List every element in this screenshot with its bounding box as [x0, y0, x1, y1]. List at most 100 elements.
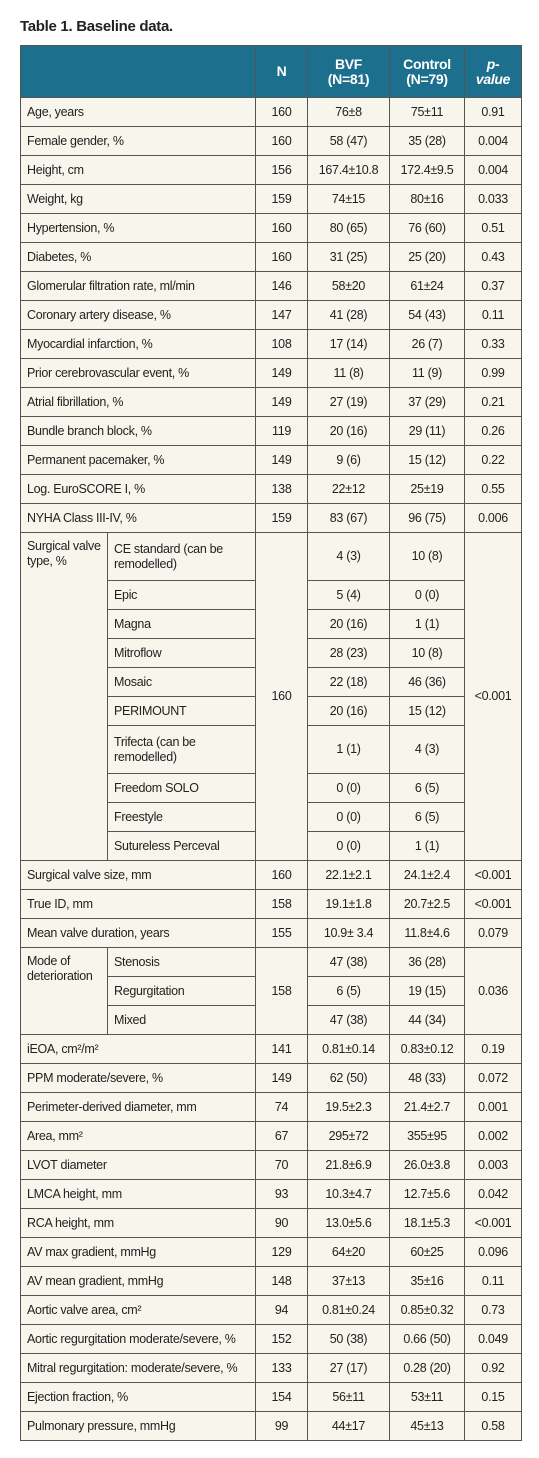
table-cell: 24.1±2.4	[389, 860, 465, 890]
table-cell: Bundle branch block, %	[20, 416, 256, 446]
table-cell: 0.042	[464, 1179, 522, 1209]
table-cell: 58±20	[307, 271, 390, 301]
table-cell: Prior cerebrovascular event, %	[20, 358, 256, 388]
table-row: Freestyle 0 (0) 6 (5)	[21, 802, 522, 832]
table-cell: 74	[255, 1092, 308, 1122]
table-row: Hypertension, % 160 80 (65) 76 (60) 0.51	[20, 213, 522, 243]
table-cell: Area, mm²	[20, 1121, 256, 1151]
table-cell: Regurgitation	[107, 976, 256, 1006]
table-cell: 56±11	[307, 1382, 390, 1412]
table-cell: 21.8±6.9	[307, 1150, 390, 1180]
table-cell: 0.22	[464, 445, 522, 475]
table-body: Age, years 160 76±8 75±11 0.91 Female gender,…	[20, 97, 522, 1441]
table-cell: 44±17	[307, 1411, 390, 1441]
table-cell: 0.079	[464, 918, 522, 948]
table-row: LMCA height, mm 93 10.3±4.7 12.7±5.6 0.042	[20, 1179, 522, 1209]
table-cell: 0.11	[464, 1266, 522, 1296]
table-row: Prior cerebrovascular event, % 149 11 (8) 1…	[20, 358, 522, 388]
table-cell: 60±25	[389, 1237, 465, 1267]
table-cell: 41 (28)	[307, 300, 390, 330]
table-cell: 154	[255, 1382, 308, 1412]
table-row: Surgical valve type, % CE standard (can b…	[20, 532, 522, 861]
table-cell: 0.85±0.32	[389, 1295, 465, 1325]
table-cell: 4 (3)	[307, 532, 390, 581]
table-cell: 0.99	[464, 358, 522, 388]
table-cell: 53±11	[389, 1382, 465, 1412]
table-row: Age, years 160 76±8 75±11 0.91	[20, 97, 522, 127]
table-cell: Myocardial infarction, %	[20, 329, 256, 359]
table-cell: AV max gradient, mmHg	[20, 1237, 256, 1267]
table-cell: 159	[255, 503, 308, 533]
table-cell: 37±13	[307, 1266, 390, 1296]
table-cell: 4 (3)	[389, 725, 465, 774]
table-row: Magna 20 (16) 1 (1)	[21, 609, 522, 639]
table-cell: 47 (38)	[307, 947, 390, 977]
table-cell: 0.26	[464, 416, 522, 446]
table-cell: 0.81±0.24	[307, 1295, 390, 1325]
table-cell: 160	[255, 242, 308, 272]
table-cell: 0.033	[464, 184, 522, 214]
table-cell: 0 (0)	[307, 802, 390, 832]
table-cell: LVOT diameter	[20, 1150, 256, 1180]
table-cell: 0.004	[464, 126, 522, 156]
table-cell: Atrial fibrillation, %	[20, 387, 256, 417]
table-cell: 159	[255, 184, 308, 214]
table-cell: Mean valve duration, years	[20, 918, 256, 948]
table-cell: 0.37	[464, 271, 522, 301]
table-cell: 149	[255, 445, 308, 475]
table-cell: 36 (28)	[389, 947, 465, 977]
table-cell: 10.3±4.7	[307, 1179, 390, 1209]
table-row: Atrial fibrillation, % 149 27 (19) 37 (29) 0…	[20, 387, 522, 417]
table-cell: 11 (9)	[389, 358, 465, 388]
table-cell: 64±20	[307, 1237, 390, 1267]
table-cell: 22±12	[307, 474, 390, 504]
table-cell: 75±11	[389, 97, 465, 127]
table-cell: 0.58	[464, 1411, 522, 1441]
table-cell: 94	[255, 1295, 308, 1325]
table-cell: 20 (16)	[307, 416, 390, 446]
table-cell: 80±16	[389, 184, 465, 214]
table-cell: 9 (6)	[307, 445, 390, 475]
table-row: NYHA Class III-IV, % 159 83 (67) 96 (75) 0.0…	[20, 503, 522, 533]
table-cell: 80 (65)	[307, 213, 390, 243]
table-cell: Ejection fraction, %	[20, 1382, 256, 1412]
table-cell: 37 (29)	[389, 387, 465, 417]
table-cell: Freestyle	[107, 802, 256, 832]
table-cell: 1 (1)	[307, 725, 390, 774]
table-cell: 44 (34)	[389, 1005, 465, 1035]
table-row: Diabetes, % 160 31 (25) 25 (20) 0.43	[20, 242, 522, 272]
table-cell: 1 (1)	[389, 609, 465, 639]
table-cell: 0.072	[464, 1063, 522, 1093]
table-row: Bundle branch block, % 119 20 (16) 29 (11) 0…	[20, 416, 522, 446]
baseline-table: N BVF (N=81) Control (N=79) p-value Age, y…	[20, 45, 522, 1441]
table-cell: Surgical valve type, %	[20, 532, 108, 861]
table-row: True ID, mm 158 19.1±1.8 20.7±2.5 <0.001	[20, 889, 522, 919]
header-line: (N=79)	[406, 70, 448, 87]
table-cell: Perimeter-derived diameter, mm	[20, 1092, 256, 1122]
table-row: RCA height, mm 90 13.0±5.6 18.1±5.3 <0.001	[20, 1208, 522, 1238]
table-cell: 21.4±2.7	[389, 1092, 465, 1122]
table-row: Area, mm² 67 295±72 355±95 0.002	[20, 1121, 522, 1151]
table-cell: <0.001	[464, 860, 522, 890]
table-cell: 31 (25)	[307, 242, 390, 272]
table-cell: LMCA height, mm	[20, 1179, 256, 1209]
table-cell: 0.004	[464, 155, 522, 185]
table-cell: 0.66 (50)	[389, 1324, 465, 1354]
table-cell: <0.001	[464, 1208, 522, 1238]
table-cell: 0.83±0.12	[389, 1034, 465, 1064]
table-cell: 46 (36)	[389, 667, 465, 697]
table-cell: 99	[255, 1411, 308, 1441]
table-cell: 6 (5)	[389, 773, 465, 803]
table-cell: 0.91	[464, 97, 522, 127]
table-row: Mean valve duration, years 155 10.9± 3.4 11…	[20, 918, 522, 948]
table-cell: 13.0±5.6	[307, 1208, 390, 1238]
table-title: Table 1. Baseline data.	[20, 18, 173, 35]
table-cell: 20 (16)	[307, 609, 390, 639]
table-cell: 158	[255, 889, 308, 919]
table-cell: 149	[255, 1063, 308, 1093]
table-cell: 0.51	[464, 213, 522, 243]
table-row: Coronary artery disease, % 147 41 (28) 54 (…	[20, 300, 522, 330]
table-cell: Freedom SOLO	[107, 773, 256, 803]
table-cell: 26 (7)	[389, 329, 465, 359]
